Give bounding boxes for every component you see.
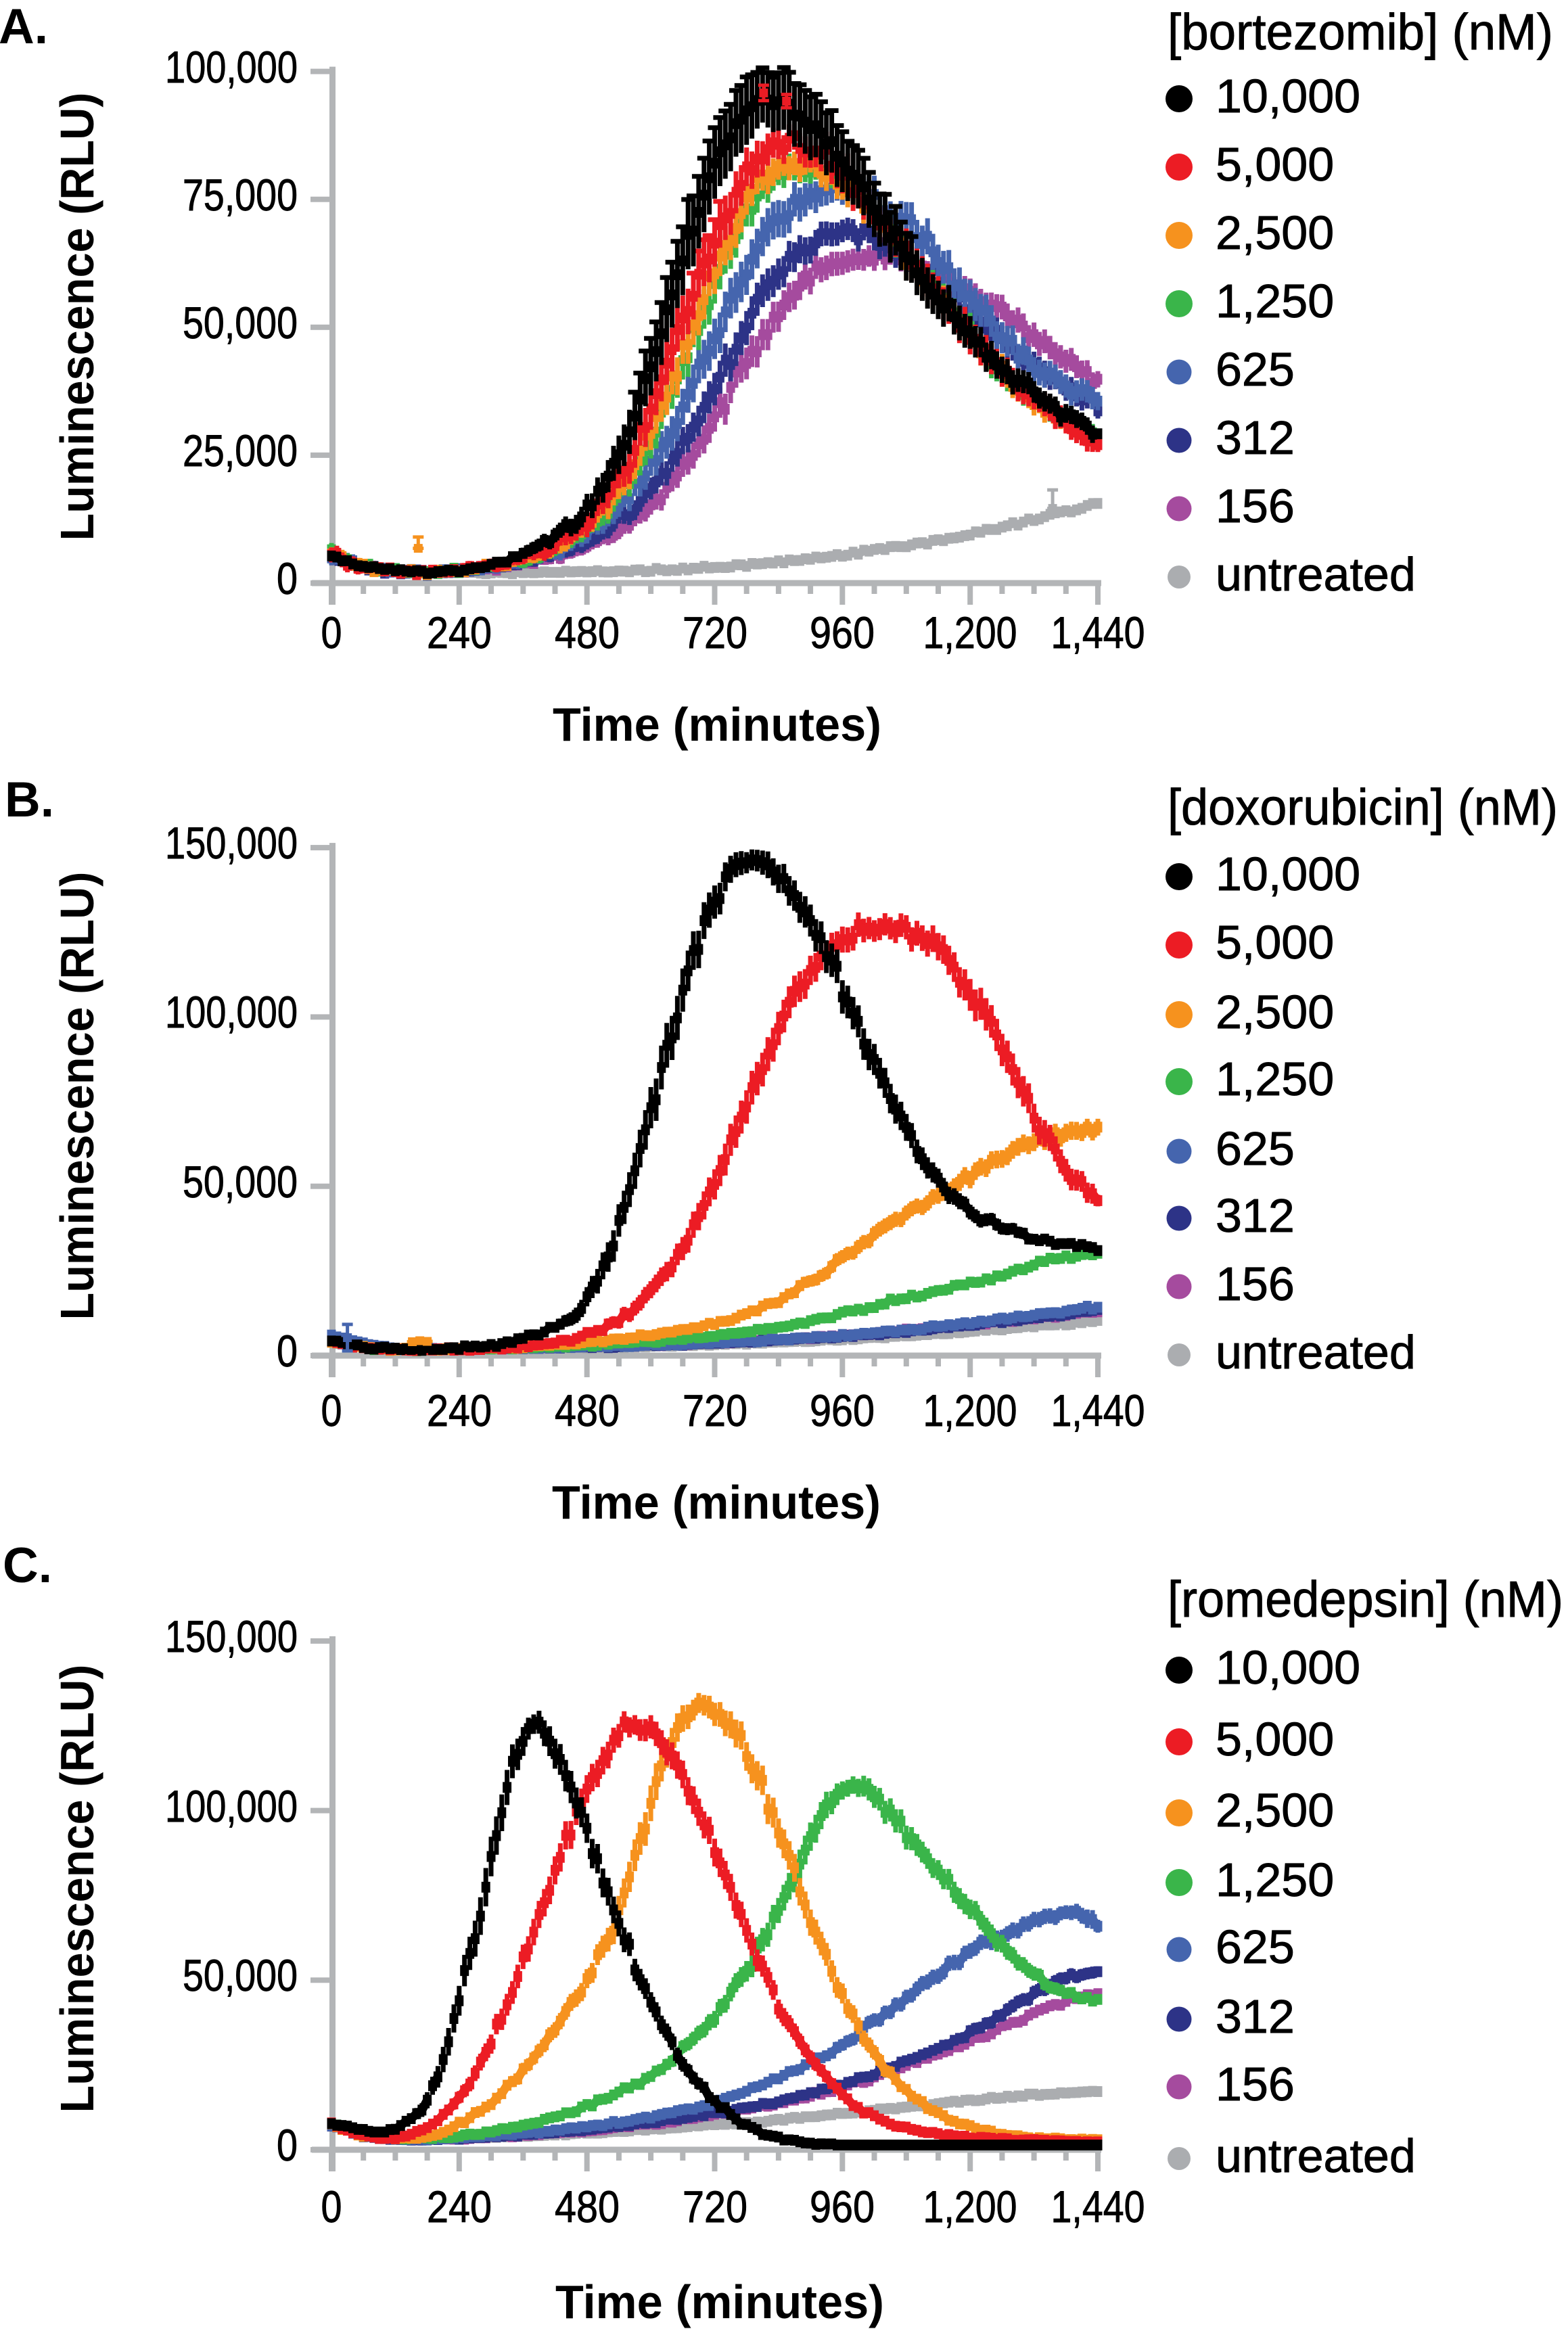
svg-text:75,000: 75,000 (183, 170, 298, 220)
svg-text:1,250: 1,250 (1216, 275, 1334, 327)
svg-text:untreated: untreated (1216, 548, 1416, 601)
svg-text:C.: C. (3, 1538, 52, 1593)
svg-text:50,000: 50,000 (183, 1950, 298, 2000)
svg-text:0: 0 (277, 1326, 298, 1376)
svg-text:Time (minutes): Time (minutes) (553, 698, 881, 751)
svg-text:1,200: 1,200 (923, 607, 1017, 658)
svg-text:0: 0 (277, 553, 298, 603)
svg-text:150,000: 150,000 (165, 1611, 298, 1661)
svg-text:720: 720 (683, 1385, 747, 1435)
svg-text:480: 480 (555, 1385, 620, 1435)
svg-text:2,500: 2,500 (1216, 1784, 1334, 1837)
svg-text:10,000: 10,000 (1216, 848, 1360, 900)
svg-text:Luminescence (RLU): Luminescence (RLU) (51, 1665, 103, 2113)
svg-text:Time (minutes): Time (minutes) (552, 1476, 881, 1529)
svg-text:150,000: 150,000 (165, 818, 298, 868)
svg-text:960: 960 (810, 607, 875, 658)
svg-text:1,440: 1,440 (1051, 607, 1145, 658)
svg-text:240: 240 (427, 1385, 492, 1435)
svg-text:625: 625 (1216, 1920, 1295, 1973)
svg-text:720: 720 (683, 2182, 747, 2232)
svg-text:Luminescence (RLU): Luminescence (RLU) (51, 93, 103, 541)
svg-text:5,000: 5,000 (1216, 1713, 1334, 1766)
svg-text:312: 312 (1216, 1189, 1295, 1242)
svg-text:240: 240 (427, 607, 492, 658)
svg-text:100,000: 100,000 (165, 987, 298, 1037)
svg-text:240: 240 (427, 2182, 492, 2232)
svg-text:5,000: 5,000 (1216, 138, 1334, 191)
svg-text:0: 0 (321, 1385, 342, 1435)
svg-text:50,000: 50,000 (183, 298, 298, 348)
svg-text:625: 625 (1216, 1122, 1295, 1175)
svg-text:1,200: 1,200 (923, 1385, 1017, 1435)
svg-text:100,000: 100,000 (165, 42, 298, 92)
svg-text:720: 720 (683, 607, 747, 658)
svg-text:untreated: untreated (1216, 2129, 1416, 2182)
svg-text:[doxorubicin] (nM): [doxorubicin] (nM) (1168, 779, 1558, 835)
svg-text:312: 312 (1216, 1990, 1295, 2043)
svg-text:1,250: 1,250 (1216, 1053, 1334, 1105)
svg-text:10,000: 10,000 (1216, 70, 1360, 122)
svg-text:625: 625 (1216, 343, 1295, 396)
svg-text:A.: A. (0, 0, 48, 54)
svg-text:960: 960 (810, 1385, 875, 1435)
svg-text:480: 480 (555, 607, 620, 658)
svg-text:156: 156 (1216, 1258, 1295, 1310)
svg-text:312: 312 (1216, 411, 1295, 464)
svg-text:Time (minutes): Time (minutes) (555, 2276, 884, 2328)
svg-text:2,500: 2,500 (1216, 206, 1334, 259)
svg-text:[romedepsin] (nM): [romedepsin] (nM) (1168, 1571, 1563, 1628)
svg-text:B.: B. (5, 773, 54, 827)
svg-text:10,000: 10,000 (1216, 1641, 1360, 1694)
svg-text:156: 156 (1216, 480, 1295, 532)
svg-text:Luminescence (RLU): Luminescence (RLU) (51, 872, 103, 1320)
svg-text:5,000: 5,000 (1216, 916, 1334, 969)
svg-text:1,440: 1,440 (1051, 2182, 1145, 2232)
svg-text:25,000: 25,000 (183, 425, 298, 476)
svg-text:1,250: 1,250 (1216, 1853, 1334, 1906)
svg-text:156: 156 (1216, 2058, 1295, 2111)
svg-text:1,200: 1,200 (923, 2182, 1017, 2232)
svg-text:0: 0 (277, 2120, 298, 2170)
svg-text:0: 0 (321, 2182, 342, 2232)
svg-text:0: 0 (321, 607, 342, 658)
svg-text:untreated: untreated (1216, 1326, 1416, 1379)
svg-text:960: 960 (810, 2182, 875, 2232)
svg-text:[bortezomib] (nM): [bortezomib] (nM) (1168, 3, 1553, 60)
svg-text:100,000: 100,000 (165, 1781, 298, 1831)
svg-text:2,500: 2,500 (1216, 986, 1334, 1038)
svg-text:1,440: 1,440 (1051, 1385, 1145, 1435)
svg-text:50,000: 50,000 (183, 1157, 298, 1207)
svg-text:480: 480 (555, 2182, 620, 2232)
